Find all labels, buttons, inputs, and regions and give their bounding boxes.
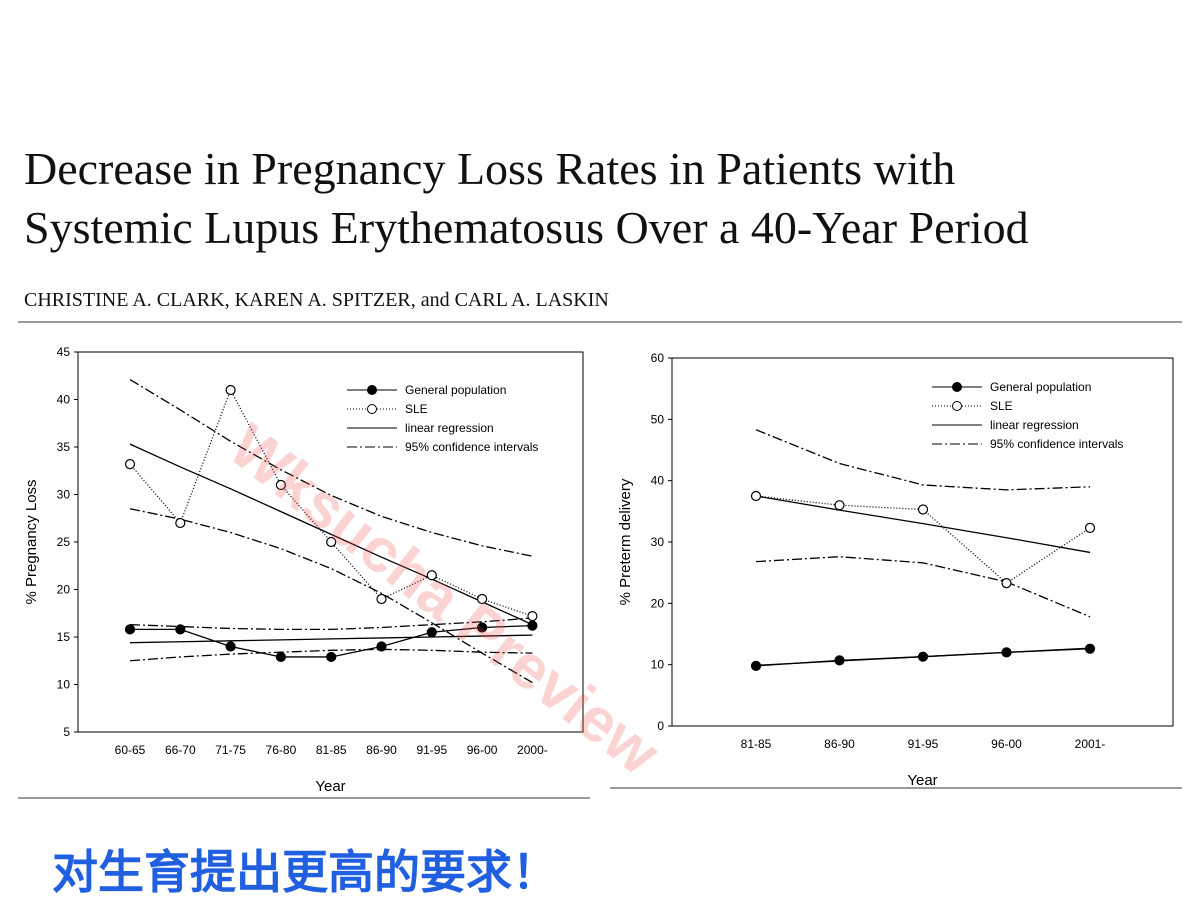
- point: [750, 490, 762, 502]
- y-tick-label: 50: [651, 412, 665, 426]
- legend-marker: [952, 382, 962, 392]
- y-tick-label: 45: [57, 345, 71, 359]
- point: [917, 651, 929, 662]
- x-tick-label: 91-95: [416, 743, 447, 757]
- title-line: Systemic Lupus Erythematosus Over a 40-Y…: [24, 202, 1029, 253]
- x-tick-label: 86-90: [824, 737, 855, 751]
- point: [275, 651, 286, 663]
- y-tick-label: 20: [57, 583, 71, 597]
- caption: 对生育提出更高的要求！: [52, 846, 558, 898]
- point: [917, 504, 929, 515]
- regression-line: [755, 495, 1091, 554]
- point: [275, 479, 286, 491]
- authors: CHRISTINE A. CLARK, KAREN A. SPITZER, an…: [24, 289, 609, 311]
- point: [376, 641, 387, 652]
- plot-area: [671, 357, 1174, 727]
- legend-marker: [952, 401, 962, 411]
- x-tick-label: 81-85: [316, 743, 347, 757]
- x-tick-label: 2000-: [517, 743, 548, 757]
- y-axis-label: % Preterm delivery: [617, 478, 634, 605]
- y-tick-label: 0: [657, 719, 664, 733]
- y-tick-label: 25: [57, 535, 71, 549]
- point: [124, 459, 136, 470]
- y-tick-label: 30: [651, 535, 665, 549]
- legend-label: General population: [405, 383, 506, 397]
- y-tick-label: 10: [651, 658, 665, 672]
- point: [175, 517, 186, 529]
- series-line: [755, 495, 1091, 584]
- x-tick-label: 66-70: [165, 743, 196, 757]
- legend-label: SLE: [405, 402, 428, 416]
- point: [326, 536, 337, 548]
- y-axis-label: % Pregnancy Loss: [23, 479, 40, 604]
- point: [1001, 647, 1012, 658]
- point: [426, 627, 437, 638]
- legend-marker: [367, 404, 377, 414]
- legend-marker: [367, 385, 377, 395]
- point: [750, 660, 762, 671]
- legend-label: linear regression: [990, 418, 1079, 432]
- x-axis-label: Year: [315, 778, 345, 795]
- charts: 5 10 15 20 25 30 35 40 45 60-65 66-70 71-75 76-80 81-…: [23, 345, 1174, 795]
- title-line: Decrease in Pregnancy Loss Rates in Pati…: [24, 143, 955, 194]
- y-tick-label: 40: [651, 474, 665, 488]
- x-tick-label: 71-75: [215, 743, 246, 757]
- y-tick-label: 20: [651, 596, 665, 610]
- confidence-line: [129, 508, 533, 684]
- x-tick-label: 86-90: [366, 743, 397, 757]
- point: [426, 570, 437, 581]
- legend-label: 95% confidence intervals: [990, 437, 1123, 451]
- confidence-line: [129, 617, 533, 631]
- confidence-line: [755, 556, 1091, 618]
- y-tick-label: 35: [57, 440, 71, 454]
- x-tick-label: 60-65: [115, 743, 146, 757]
- y-tick-label: 5: [63, 725, 70, 739]
- point: [225, 384, 236, 396]
- x-tick-label: 96-00: [991, 737, 1022, 751]
- point: [225, 641, 236, 652]
- legend-label: SLE: [990, 399, 1013, 413]
- x-tick-label: 76-80: [266, 743, 297, 757]
- x-tick-label: 96-00: [467, 743, 498, 757]
- point: [834, 655, 845, 666]
- confidence-line: [755, 429, 1091, 491]
- point: [175, 624, 186, 635]
- point: [527, 610, 538, 622]
- y-tick-label: 60: [651, 351, 665, 365]
- x-tick-label: 81-85: [741, 737, 772, 751]
- confidence-line: [129, 378, 533, 557]
- y-tick-label: 40: [57, 393, 71, 407]
- y-tick-label: 15: [57, 630, 71, 644]
- regression-line: [129, 634, 533, 644]
- legend-label: linear regression: [405, 421, 494, 435]
- x-tick-label: 91-95: [908, 737, 939, 751]
- point: [477, 593, 488, 605]
- point: [326, 651, 337, 663]
- y-tick-label: 10: [57, 678, 71, 692]
- point: [124, 624, 136, 635]
- confidence-line: [129, 648, 533, 662]
- point: [1001, 577, 1012, 589]
- point: [1084, 522, 1096, 533]
- x-axis-label: Year: [907, 772, 937, 789]
- regression-line: [129, 443, 533, 626]
- point: [376, 593, 387, 605]
- point: [834, 500, 845, 511]
- legend-label: General population: [990, 380, 1091, 394]
- x-tick-label: 2001-: [1075, 737, 1106, 751]
- legend-label: 95% confidence intervals: [405, 440, 538, 454]
- y-tick-label: 30: [57, 488, 71, 502]
- point: [1084, 643, 1096, 654]
- point: [477, 622, 488, 633]
